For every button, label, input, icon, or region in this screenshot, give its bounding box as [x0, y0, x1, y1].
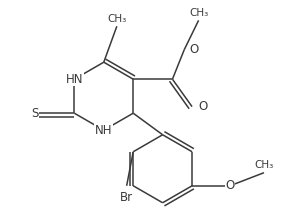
Text: CH₃: CH₃ [189, 8, 208, 18]
Text: O: O [198, 100, 207, 113]
Text: Br: Br [120, 191, 133, 204]
Text: O: O [189, 43, 199, 56]
Text: NH: NH [95, 124, 112, 137]
Text: O: O [225, 179, 235, 192]
Text: HN: HN [65, 73, 83, 86]
Text: CH₃: CH₃ [107, 14, 126, 24]
Text: S: S [31, 107, 39, 120]
Text: CH₃: CH₃ [254, 160, 274, 170]
